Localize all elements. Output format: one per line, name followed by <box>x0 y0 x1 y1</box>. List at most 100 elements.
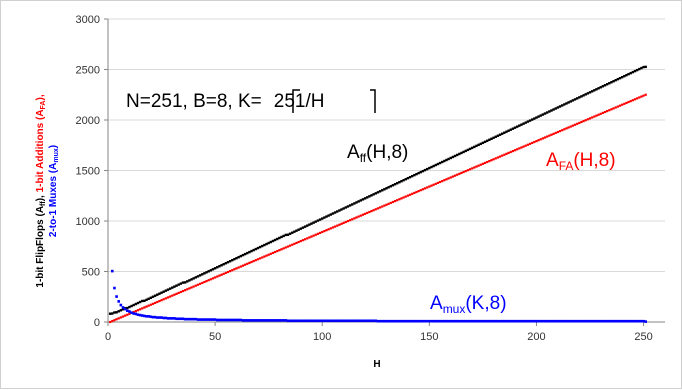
y-title-part3-sub: FA <box>40 100 47 109</box>
mux-point <box>166 317 170 320</box>
mux-point <box>419 319 423 323</box>
mux-point <box>233 318 236 322</box>
ff-point <box>586 92 590 95</box>
ff-point <box>318 218 322 221</box>
ff-point <box>374 192 377 195</box>
mux-point <box>520 319 523 323</box>
mux-point <box>642 319 645 323</box>
fa-point <box>381 205 384 208</box>
fa-point <box>400 197 403 200</box>
mux-point <box>550 319 553 323</box>
ff-point <box>239 254 243 258</box>
fa-point <box>612 107 615 110</box>
ff-point <box>468 147 472 151</box>
mux-point <box>518 319 521 323</box>
fa-point <box>361 213 365 216</box>
mux-point <box>228 318 232 322</box>
fa-label-base: A <box>546 150 559 171</box>
fa-point <box>543 136 547 139</box>
fa-point <box>115 318 118 321</box>
fa-point <box>357 215 360 218</box>
ff-point <box>520 123 523 126</box>
mux-point <box>168 317 172 320</box>
mux-point <box>406 319 410 323</box>
fa-point <box>411 192 414 195</box>
fa-point <box>548 134 551 137</box>
ff-point <box>413 173 416 177</box>
mux-point <box>243 319 247 322</box>
ff-point <box>507 129 510 132</box>
ff-point <box>138 300 142 304</box>
fa-point <box>353 217 356 220</box>
fa-point <box>355 216 358 219</box>
mux-point <box>479 319 483 323</box>
fa-point <box>471 167 474 170</box>
ff-point <box>263 243 266 247</box>
fa-point <box>109 320 112 324</box>
fa-point <box>338 223 341 226</box>
mux-point <box>183 317 187 321</box>
fa-point <box>239 265 242 268</box>
y-axis-title-line2: 2-to-1 Muxes (Amux) <box>48 145 60 237</box>
mux-point <box>207 318 210 321</box>
ff-point <box>590 90 594 93</box>
x-tick-label: 200 <box>527 331 545 343</box>
mux-point <box>432 319 435 323</box>
mux-point <box>170 317 174 320</box>
fa-point <box>220 273 223 276</box>
fa-point <box>177 291 180 295</box>
mux-point <box>595 319 598 323</box>
mux-point <box>513 319 517 323</box>
fa-point <box>363 212 367 215</box>
fa-point <box>261 256 264 259</box>
fa-point <box>456 173 459 176</box>
mux-point <box>256 319 260 322</box>
y-axis-title-line1: 1-bit FlipFlops (Aff), 1-bit Additions (… <box>35 94 47 287</box>
fa-point <box>224 271 227 275</box>
ceiling-bracket <box>292 89 376 113</box>
ff-point <box>205 271 208 274</box>
mux-point <box>500 319 504 323</box>
ff-point <box>505 130 508 133</box>
ff-point <box>321 217 324 220</box>
fa-point <box>608 109 611 112</box>
ff-point <box>357 200 360 203</box>
mux-point <box>226 318 230 322</box>
mux-label-base: A <box>430 293 443 314</box>
ff-point <box>284 233 288 237</box>
ff-point <box>419 170 422 174</box>
fa-point <box>186 288 189 291</box>
fa-point <box>136 309 140 312</box>
fa-point <box>520 146 523 149</box>
mux-point <box>507 319 510 323</box>
ff-point <box>479 142 482 146</box>
mux-point <box>290 319 294 323</box>
ff-point <box>282 234 285 238</box>
fa-point <box>368 210 371 214</box>
ff-point <box>336 210 339 213</box>
fa-point <box>205 279 208 283</box>
fa-point <box>623 102 626 105</box>
mux-point <box>395 319 399 323</box>
fa-point <box>269 252 272 255</box>
ff-point <box>333 211 337 214</box>
fa-point <box>312 234 315 237</box>
mux-point <box>218 318 221 322</box>
mux-point <box>473 319 476 323</box>
ff-point <box>550 109 553 112</box>
mux-point <box>123 307 127 311</box>
mux-point <box>119 303 123 307</box>
mux-point <box>483 319 487 323</box>
mux-point <box>440 319 444 323</box>
fa-point <box>576 122 579 125</box>
fa-point <box>445 178 448 181</box>
fa-point <box>428 185 431 188</box>
mux-point <box>466 319 470 323</box>
y-tick-label: 2500 <box>76 65 100 77</box>
fa-point <box>246 262 249 265</box>
ff-point <box>246 251 249 255</box>
mux-point <box>329 319 333 323</box>
fa-point <box>539 138 542 141</box>
fa-point <box>389 201 392 205</box>
mux-point <box>522 319 525 323</box>
